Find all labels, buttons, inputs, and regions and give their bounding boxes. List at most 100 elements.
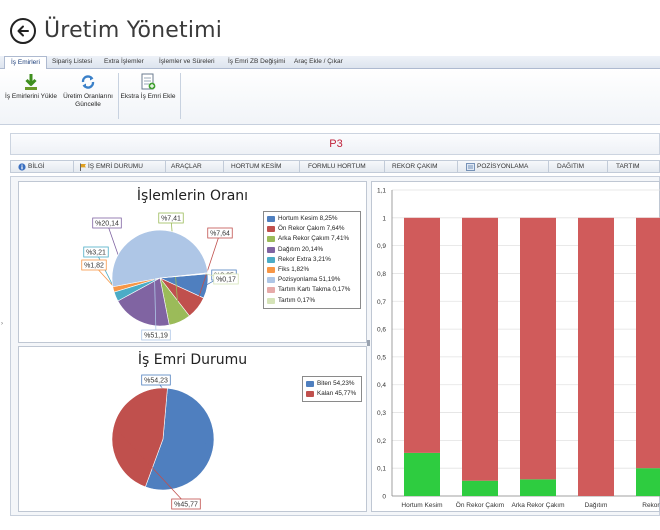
ribbon-tab-bar: İş Emirleri Sipariş Listesi Extra İşleml… [0, 56, 660, 70]
station-title: P3 [329, 138, 343, 150]
pie1-legend-label-1: Ön Rekor Çakım 7,64% [278, 225, 345, 233]
column-formlu-hortum[interactable]: FORMLU HORTUM [308, 163, 366, 170]
pie2-leader-1 [115, 428, 187, 505]
pie-chart-panel-operations: İşlemlerin Oranı %8,25%7,64%7,41%20,14%3… [18, 181, 367, 343]
column-hortum-kesim[interactable]: HORTUM KESİM [231, 163, 282, 170]
back-arrow-icon [17, 25, 29, 37]
pie1-legend-item-8: Tartım 0,17% [267, 296, 357, 306]
load-work-orders-button[interactable]: İş Emirlerini Yükle [4, 73, 58, 101]
refresh-icon [81, 75, 95, 89]
pie1-tag-box-2 [158, 212, 184, 224]
pie2-slice-1 [111, 387, 168, 488]
tab-extra-islemler[interactable]: Extra İşlemler [104, 58, 144, 65]
pie2-slice-0 [144, 387, 215, 491]
column-header-bar: BİLGİ İŞ EMRİ DURUMU ARAÇLAR HORTUM KESİ… [10, 160, 660, 173]
pie1-legend-swatch-6 [267, 277, 275, 284]
back-button[interactable] [10, 18, 36, 44]
panel-splitter[interactable] [367, 340, 370, 346]
bar-ytick-1: 0,1 [377, 466, 386, 473]
add-extra-label: Ekstra İş Emri Ekle [120, 93, 176, 100]
pie1-legend-item-5: Fiks 1,82% [267, 265, 357, 275]
pie1-tag-box-5 [81, 259, 107, 271]
column-rekor-cakim[interactable]: REKOR ÇAKIM [392, 163, 438, 170]
bar-2-seg-0 [520, 479, 556, 496]
pie1-legend-swatch-2 [267, 236, 275, 243]
pie1-legend-item-7: Tartım Kartı Takma 0,17% [267, 285, 357, 295]
bar-xtick-4: Rekor E [642, 502, 660, 509]
pie1-tag-5: %1,82 [84, 263, 104, 270]
bar-4-seg-0 [636, 468, 660, 496]
bar-1-seg-0 [462, 480, 498, 496]
pie1-slice-8 [159, 272, 209, 279]
bar-ytick-0: 0 [382, 494, 386, 501]
pie1-legend-label-8: Tartım 0,17% [278, 296, 316, 304]
pie1-chart: %8,25%7,64%7,41%20,14%3,21%1,82%51,19%0,… [81, 212, 239, 341]
column-pozisyonlama[interactable]: POZİSYONLAMA [477, 163, 529, 170]
pie1-tag-2: %7,41 [161, 216, 181, 223]
pie1-tag-3: %20,14 [95, 221, 119, 228]
pie1-tag-8: %0,17 [216, 277, 236, 284]
pie1-legend-item-1: Ön Rekor Çakım 7,64% [267, 224, 357, 234]
load-work-orders-label: İş Emirlerini Yükle [5, 93, 57, 100]
collapse-marker-icon[interactable]: › [1, 321, 3, 327]
column-tartim[interactable]: TARTIM [616, 163, 640, 170]
pie1-tag-4: %3,21 [86, 250, 106, 257]
bar-chart-panel: 0 0,1 0,2 0,3 0,4 0,5 0,6 0,7 0,8 0,9 1 1,1 Hortum K… [371, 181, 660, 512]
ribbon-separator [180, 73, 181, 119]
pie1-tag-box-3 [92, 217, 122, 229]
bar-ytick-8: 0,8 [377, 271, 386, 278]
pie2-tag-1: %45,77 [174, 502, 198, 509]
pie1-legend: Hortum Kesim 8,25% Ön Rekor Çakım 7,64% Ar… [263, 211, 361, 309]
bar-0-seg-1 [404, 217, 440, 453]
column-araclar[interactable]: ARAÇLAR [171, 163, 202, 170]
tab-arac-ekle-cikar[interactable]: Araç Ekle / Çıkar [294, 58, 343, 65]
pie1-legend-label-6: Pozisyonlama 51,19% [278, 276, 341, 284]
pie2-legend: Biten 54,23% Kalan 45,77% [302, 376, 362, 403]
pie2-legend-label-1: Kalan 45,77% [317, 390, 357, 398]
pie1-legend-swatch-4 [267, 256, 275, 263]
add-document-icon [141, 73, 156, 90]
pie-chart-panel-work-order-status: İş Emri Durumu %54,23 %45,77 Biten 54,23%… [18, 346, 367, 512]
tab-islemler-sureleri[interactable]: İşlemler ve Süreleri [159, 58, 215, 65]
pie1-legend-label-0: Hortum Kesim 8,25% [278, 215, 338, 222]
bar-4-seg-1 [636, 217, 660, 469]
pie2-legend-swatch-1 [306, 391, 314, 398]
add-extra-work-order-button[interactable]: Ekstra İş Emri Ekle [120, 73, 176, 101]
tab-is-emri-zb[interactable]: İş Emri ZB Değişimi [228, 58, 286, 65]
bar-ytick-9: 0,9 [377, 243, 386, 250]
column-dagitim[interactable]: DAĞITIM [557, 163, 585, 170]
station-title-bar: P3 [10, 133, 660, 155]
pie1-tag-box-1 [207, 227, 233, 239]
pie1-legend-item-0: Hortum Kesim 8,25% [267, 214, 357, 224]
bar-0-seg-0 [404, 452, 440, 496]
pie1-legend-label-4: Rekor Extra 3,21% [278, 255, 331, 263]
pie1-legend-swatch-3 [267, 246, 275, 253]
bar-xtick-1: Ön Rekor Çakım [456, 501, 504, 509]
update-production-rates-button[interactable]: Üretim Oranlarını Güncelle [60, 73, 116, 108]
column-is-emri-durumu[interactable]: İŞ EMRİ DURUMU [88, 163, 143, 170]
pie2-legend-item-0: Biten 54,23% [306, 379, 358, 389]
pie1-legend-item-4: Rekor Extra 3,21% [267, 255, 357, 265]
tab-is-emirleri[interactable]: İş Emirleri [4, 56, 47, 70]
pie1-legend-label-3: Dağıtım 20,14% [278, 245, 324, 253]
pie1-slice-3 [117, 277, 170, 327]
tab-siparis-listesi[interactable]: Sipariş Listesi [52, 58, 93, 65]
pie1-tag-6: %51,19 [144, 333, 168, 340]
page-title: Üretim Yönetimi [44, 18, 223, 43]
bar-1-seg-1 [462, 217, 498, 481]
pie2-chart: %54,23 %45,77 [111, 374, 215, 510]
update-rates-label-2: Güncelle [75, 100, 101, 108]
flag-icon [79, 163, 87, 173]
pie2-tag-0: %54,23 [144, 378, 168, 385]
pie2-legend-label-0: Biten 54,23% [317, 380, 355, 387]
bar-xtick-0: Hortum Kesim [401, 502, 442, 509]
pie1-tag-box-8 [213, 273, 239, 285]
pie1-tag-box-6 [141, 329, 171, 341]
stacked-bar-chart: 0 0,1 0,2 0,3 0,4 0,5 0,6 0,7 0,8 0,9 1 1,1 Hortum K… [377, 188, 660, 509]
bar-ytick-4: 0,4 [377, 382, 386, 389]
bar-ytick-10: 1 [382, 215, 386, 222]
pie1-legend-swatch-0 [267, 216, 275, 222]
column-bilgi[interactable]: BİLGİ [28, 163, 45, 170]
bar-xtick-3: Dağıtım [585, 502, 608, 509]
pie2-legend-swatch-0 [306, 381, 314, 387]
